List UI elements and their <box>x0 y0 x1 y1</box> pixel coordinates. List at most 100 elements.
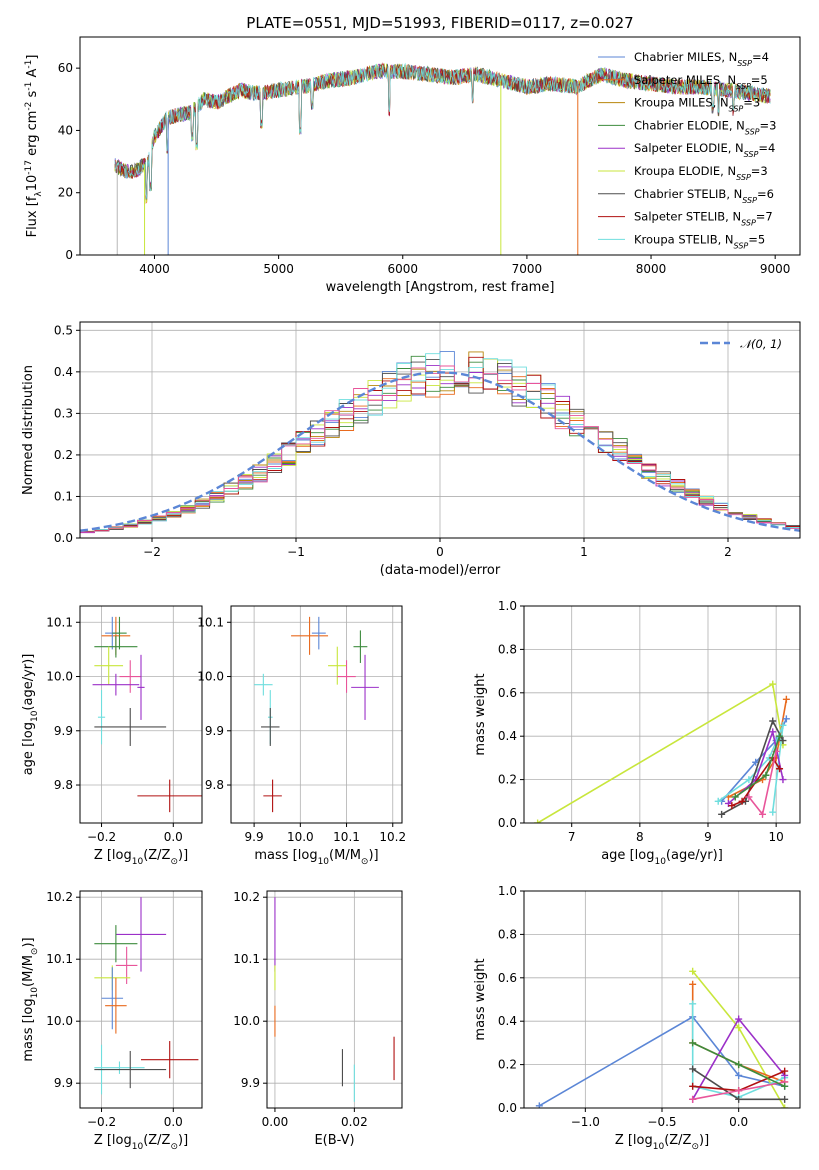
x-axis-label: Z [log10(Z/Z⊙)] <box>94 848 188 867</box>
mass-weight-marker <box>779 776 787 784</box>
mass-vs-z-axes: −0.2 0.0 9.9 10.0 10.1 10.2 Z [log10(Z/Z⊙)] mas… <box>21 890 203 1152</box>
x-axis-label: (data-model)/error <box>380 563 501 578</box>
y-tick-label: 0.8 <box>498 642 517 656</box>
y-tick-label: 0.2 <box>498 1058 517 1072</box>
x-tick-label: 9.9 <box>245 830 264 844</box>
mass-weight-vs-age-frame <box>523 605 801 824</box>
x-tick-label: 0 <box>436 545 444 559</box>
mass-vs-ebv-frame <box>266 890 403 1109</box>
mass-weight-marker <box>689 980 697 988</box>
x-tick-label: 0.0 <box>164 1115 183 1129</box>
plots-container: 4000 5000 6000 7000 8000 90000204060wavelengt… <box>21 36 801 1152</box>
mass-weight-marker <box>735 1061 743 1069</box>
mass-weight-marker <box>769 680 777 688</box>
residual-distribution-axes: −2 −1 0 1 2 0.0 0.1 0.2 0.3 0.4 0.5 (data-model)/er… <box>21 321 801 578</box>
age-vs-z-points <box>92 616 202 813</box>
x-tick-label: 0.02 <box>341 1115 368 1129</box>
x-tick-label: 6000 <box>387 262 418 276</box>
errorbar-point <box>137 654 145 720</box>
y-tick-label: 9.8 <box>54 778 73 792</box>
mass-weight-marker <box>689 1095 697 1103</box>
x-tick-label: 7 <box>568 830 576 844</box>
mass-weight-marker <box>689 1000 697 1008</box>
x-tick-label: 9000 <box>760 262 791 276</box>
mass-weight-marker <box>689 967 697 975</box>
mass-weight-marker <box>745 793 753 801</box>
errorbar-point <box>94 1050 167 1089</box>
y-tick-label: 60 <box>58 61 73 75</box>
spectrum-line <box>114 62 771 199</box>
mass-weight-marker <box>782 695 790 703</box>
errorbar-point <box>94 707 167 746</box>
x-axis-label: mass [log10(M/M⊙)] <box>254 848 378 867</box>
mass-weight-marker <box>689 1082 697 1090</box>
y-tick-label: 0.4 <box>54 365 73 379</box>
errorbar-point <box>115 946 138 984</box>
mass-weight-marker <box>769 808 777 816</box>
y-tick-label: 10.0 <box>46 670 73 684</box>
mass-weight-marker <box>728 802 736 810</box>
x-tick-label: −1 <box>287 545 305 559</box>
errorbar-point <box>112 616 127 650</box>
histogram-series <box>80 351 800 535</box>
errorbar-point <box>261 707 280 746</box>
legend-label: Chabrier MILES, NSSP=4 <box>634 50 769 68</box>
spectrum-lines <box>114 62 771 255</box>
mass-weight-vs-z-lines <box>535 967 789 1108</box>
legend-label: Salpeter ELODIE, NSSP=4 <box>634 141 775 159</box>
errorbar-point <box>351 654 379 720</box>
legend-label: 𝒩(0, 1) <box>740 337 782 351</box>
mass-weight-line <box>537 682 784 823</box>
mass-weight-marker <box>745 776 753 784</box>
mass-weight-vs-age-axes: 7 8 9 10 0.0 0.2 0.4 0.6 0.8 1.0 age [log10(age/yr… <box>473 599 801 867</box>
x-tick-label: 10.1 <box>333 830 360 844</box>
spectrum-axes: 4000 5000 6000 7000 8000 9000 0 20 40 60 wavelengt… <box>24 36 801 295</box>
mass-weight-marker <box>759 810 767 818</box>
mass-weight-marker <box>735 1087 743 1095</box>
legend-label: Chabrier ELODIE, NSSP=3 <box>634 118 776 136</box>
mass-weight-marker <box>735 1024 743 1032</box>
x-tick-label: 0.0 <box>164 830 183 844</box>
y-tick-label: 10.1 <box>46 952 73 966</box>
y-tick-label: 1.0 <box>498 884 517 898</box>
x-tick-label: −0.2 <box>87 1115 116 1129</box>
mass-vs-ebv-axes: 0.00 0.02 9.9 10.0 10.1 10.2 E(B-V) <box>233 890 403 1148</box>
y-tick-label: 9.9 <box>205 724 224 738</box>
mass-weight-marker <box>769 728 777 736</box>
errorbar-point <box>141 1041 199 1079</box>
mass-weight-marker <box>718 810 726 818</box>
x-axis-label: Z [log10(Z/Z⊙)] <box>615 1133 709 1152</box>
errorbar-point <box>263 779 282 813</box>
x-axis-label: Z [log10(Z/Z⊙)] <box>94 1133 188 1152</box>
errorbar-point <box>94 635 138 658</box>
mass-weight-marker <box>689 1065 697 1073</box>
y-tick-label: 10.2 <box>46 890 73 904</box>
y-tick-label: 9.9 <box>54 1076 73 1090</box>
mass-weight-vs-age-lines <box>534 680 790 823</box>
x-tick-label: 5000 <box>263 262 294 276</box>
x-tick-label: −0.5 <box>647 1115 676 1129</box>
y-axis-label: Flux [fλ10-17 erg cm-2 s-1 A-1] <box>24 55 44 238</box>
y-tick-label: 0.6 <box>498 686 517 700</box>
legend-label: Kroupa ELODIE, NSSP=3 <box>634 164 768 182</box>
y-tick-label: 0.2 <box>54 448 73 462</box>
legend-label: Kroupa STELIB, NSSP=5 <box>634 232 765 250</box>
errorbar-point <box>115 897 167 972</box>
y-axis-label: mass weight <box>473 673 488 755</box>
y-tick-label: 10.0 <box>197 670 224 684</box>
mass-weight-vs-z-frame <box>523 890 801 1109</box>
legend-label: Chabrier STELIB, NSSP=6 <box>634 187 774 205</box>
x-axis-label: E(B-V) <box>314 1133 354 1148</box>
mass-weight-marker <box>714 797 722 805</box>
spectrum-frame <box>79 36 801 256</box>
mass-weight-line <box>721 718 784 816</box>
mass-weight-marker <box>779 721 787 729</box>
x-tick-label: 10.0 <box>287 830 314 844</box>
x-tick-label: 0.00 <box>262 1115 289 1129</box>
mass-vs-ebv-points <box>274 897 395 1102</box>
histogram-step <box>80 365 800 535</box>
y-tick-label: 40 <box>58 123 73 137</box>
y-tick-label: 1.0 <box>498 599 517 613</box>
mass-weight-marker <box>731 793 739 801</box>
